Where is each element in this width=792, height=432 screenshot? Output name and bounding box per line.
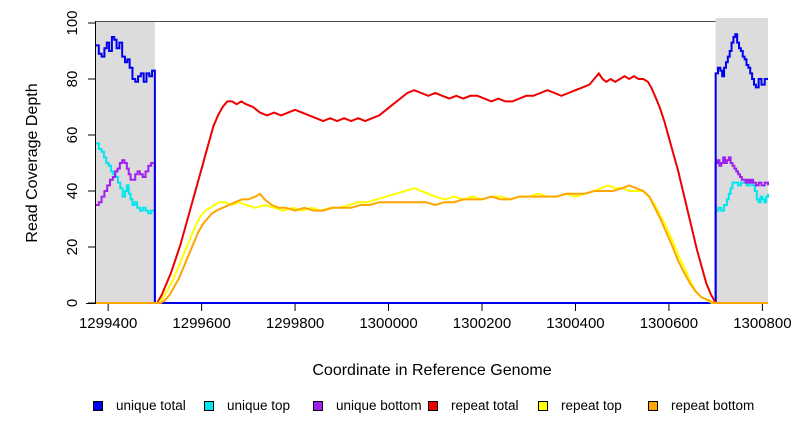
legend-swatch-unique-top-icon bbox=[204, 401, 214, 411]
legend-swatch-repeat-bottom-icon bbox=[648, 401, 658, 411]
legend-item-unique-top: unique top bbox=[204, 399, 290, 413]
legend-swatch-repeat-top-icon bbox=[538, 401, 548, 411]
x-tick-label: 1300200 bbox=[453, 315, 511, 332]
x-tick-label: 1300400 bbox=[546, 315, 604, 332]
legend-item-repeat-bottom: repeat bottom bbox=[648, 399, 754, 413]
y-tick-label: 100 bbox=[64, 10, 81, 35]
legend-label-repeat-total: repeat total bbox=[451, 398, 519, 413]
legend-label-unique-top: unique top bbox=[227, 398, 291, 413]
legend-swatch-repeat-total-icon bbox=[428, 401, 438, 411]
legend-item-unique-total: unique total bbox=[93, 399, 186, 413]
y-tick-label: 60 bbox=[64, 127, 81, 144]
x-tick-label: 1299400 bbox=[79, 315, 137, 332]
x-axis-title: Coordinate in Reference Genome bbox=[312, 362, 551, 379]
series-line-unique-total bbox=[96, 33, 768, 304]
x-tick-label: 1299600 bbox=[172, 315, 230, 332]
series-line-repeat-bottom bbox=[96, 184, 768, 304]
y-tick-label: 40 bbox=[64, 183, 81, 200]
y-tick-label: 20 bbox=[64, 239, 81, 256]
x-tick-label: 1299800 bbox=[266, 315, 324, 332]
legend-swatch-unique-total-icon bbox=[93, 401, 103, 411]
y-tick-label: 0 bbox=[64, 299, 81, 307]
y-axis-title: Read Coverage Depth bbox=[24, 83, 41, 242]
legend-swatch-unique-bottom-icon bbox=[313, 401, 323, 411]
legend-item-repeat-total: repeat total bbox=[428, 399, 519, 413]
legend-label-repeat-top: repeat top bbox=[561, 398, 622, 413]
x-tick-label: 1300000 bbox=[359, 315, 417, 332]
legend-item-repeat-top: repeat top bbox=[538, 399, 622, 413]
y-tick-label: 80 bbox=[64, 71, 81, 88]
series-line-repeat-total bbox=[96, 71, 768, 304]
legend-label-unique-bottom: unique bottom bbox=[336, 398, 422, 413]
legend-label-unique-total: unique total bbox=[116, 398, 186, 413]
x-tick-label: 1300600 bbox=[640, 315, 698, 332]
x-tick-label: 1300800 bbox=[733, 315, 791, 332]
legend-item-unique-bottom: unique bottom bbox=[313, 399, 422, 413]
series-line-unique-bottom bbox=[96, 156, 769, 304]
legend-label-repeat-bottom: repeat bottom bbox=[671, 398, 755, 413]
